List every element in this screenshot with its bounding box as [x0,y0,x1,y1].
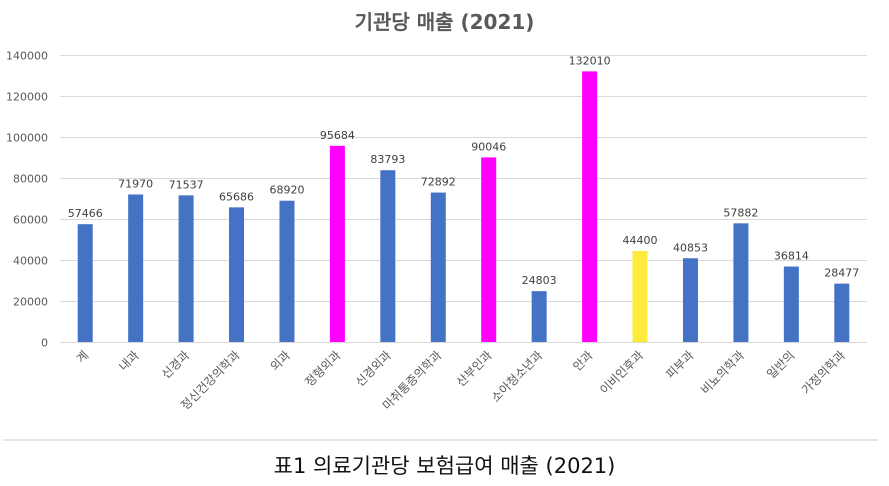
bar-chart: 020000400006000080000100000120000140000 … [6,50,867,413]
bar [128,194,144,342]
x-tick-label: 신경과 [159,348,192,381]
y-tick-label: 120000 [6,91,48,104]
bar [481,157,497,342]
y-tick-label: 140000 [6,50,48,63]
y-tick-label: 60000 [13,214,48,227]
bar [582,71,598,342]
y-tick-label: 100000 [6,132,48,145]
x-tick-label: 정형외과 [302,348,343,389]
bar [430,192,446,342]
x-tick-label: 신경외과 [353,348,394,389]
separator-line [3,439,878,441]
data-label: 71970 [118,177,153,190]
data-label: 95684 [320,129,355,142]
x-tick-label: 외과 [268,348,294,374]
data-label: 72892 [421,176,456,189]
data-label: 40853 [673,241,708,254]
y-tick-label: 0 [41,337,48,350]
bar [380,170,396,342]
bar [178,195,194,342]
bar [733,223,749,342]
x-tick-label: 이비인후과 [597,348,646,397]
x-tick-label: 일반의 [764,348,797,381]
data-label: 44400 [623,234,658,247]
bar [783,266,799,342]
data-label: 28477 [824,267,859,280]
bar [531,291,547,342]
x-tick-label: 소아청소년과 [489,348,546,405]
data-label: 71537 [169,178,204,191]
bar [329,145,345,342]
y-tick-label: 40000 [13,255,48,268]
x-tick-label: 산부인과 [454,348,495,389]
data-label: 90046 [471,140,506,153]
data-label: 57466 [68,207,103,220]
data-label: 68920 [269,184,304,197]
x-tick-label: 계 [74,348,92,366]
data-label: 132010 [569,54,611,67]
y-tick-label: 20000 [13,296,48,309]
y-tick-label: 80000 [13,173,48,186]
x-tick-label: 가정의학과 [799,348,848,397]
x-tick-label: 비뇨의학과 [698,348,747,397]
x-tick-label: 안과 [570,348,596,374]
bar [682,258,698,342]
data-label: 83793 [370,153,405,166]
bar [834,283,850,342]
data-label: 36814 [774,250,809,263]
x-tick-label: 내과 [116,348,142,374]
bar [279,200,295,342]
gridlines [60,55,867,343]
bar [632,250,648,342]
bars [77,71,850,342]
data-labels: 57466 71970 71537 65686 68920 95684 83793 72892… [68,54,860,287]
bar [77,224,93,342]
data-label: 65686 [219,190,254,203]
x-tick-label: 피부과 [663,348,696,381]
bar [229,207,245,342]
figure-caption: 표1 의료기관당 보험급여 매출 (2021) [273,454,616,478]
chart-title: 기관당 매출 (2021) [354,10,535,34]
y-axis-ticks: 0 20000 40000 60000 80000 100000 120000 140000 [6,50,48,350]
data-label: 57882 [723,206,758,219]
data-label: 24803 [522,274,557,287]
